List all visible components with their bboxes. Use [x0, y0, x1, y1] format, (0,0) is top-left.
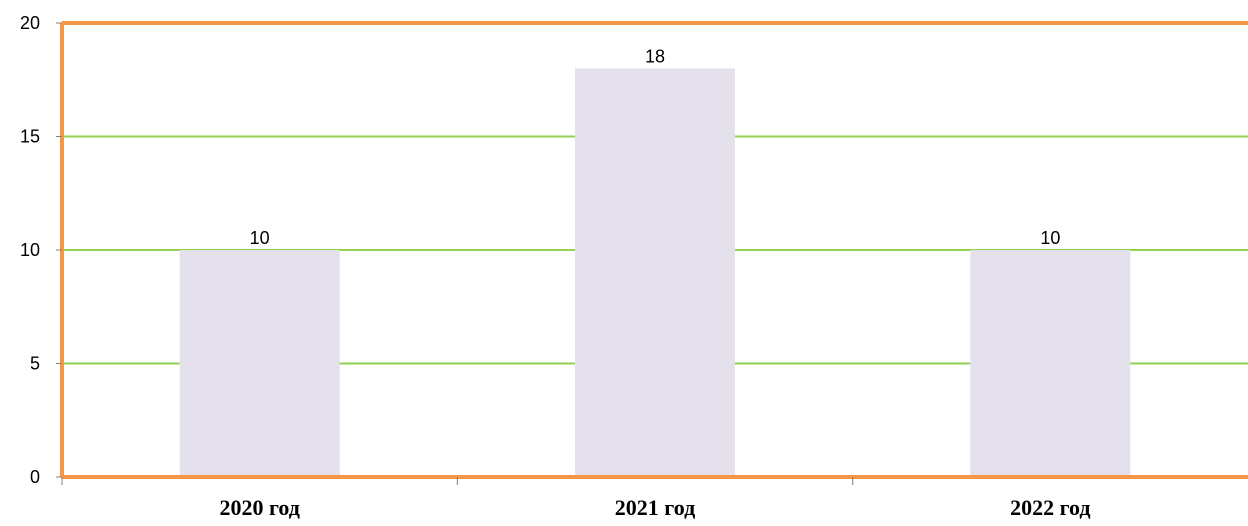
bars	[179, 68, 1131, 478]
category-label-1: 2021 год	[615, 495, 695, 520]
x-axis-ticks	[61, 477, 854, 485]
y-tick-label-20: 20	[20, 13, 40, 33]
y-axis-ticks: 0 5 10 15 20	[20, 13, 62, 487]
category-label-2: 2022 год	[1010, 495, 1090, 520]
data-label-2: 10	[1040, 228, 1060, 248]
bar-1	[575, 68, 735, 478]
bar-2	[970, 250, 1131, 477]
data-labels: 10 18 10	[250, 46, 1061, 248]
bar-0	[179, 250, 340, 477]
y-tick-label-5: 5	[30, 354, 40, 374]
category-label-0: 2020 год	[219, 495, 299, 520]
y-tick-label-0: 0	[30, 467, 40, 487]
y-tick-label-10: 10	[20, 240, 40, 260]
data-label-0: 10	[250, 228, 270, 248]
y-tick-label-15: 15	[20, 127, 40, 147]
data-label-1: 18	[645, 46, 665, 66]
category-labels: 2020 год 2021 год 2022 год	[219, 495, 1090, 520]
